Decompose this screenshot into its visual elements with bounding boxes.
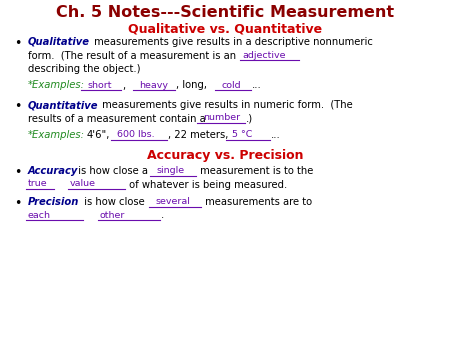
- Text: Qualitative: Qualitative: [28, 37, 90, 47]
- Text: is how close a: is how close a: [75, 166, 151, 176]
- Text: value: value: [70, 179, 96, 189]
- Text: *Examples:: *Examples:: [28, 80, 85, 91]
- Text: .): .): [246, 114, 253, 123]
- Text: Precision: Precision: [28, 197, 79, 207]
- Text: Ch. 5 Notes---Scientific Measurement: Ch. 5 Notes---Scientific Measurement: [56, 5, 394, 20]
- Text: ,: ,: [122, 80, 125, 91]
- Text: other: other: [100, 211, 126, 219]
- Text: 4'6",: 4'6",: [87, 130, 110, 140]
- Text: , long,: , long,: [176, 80, 207, 91]
- Text: heavy: heavy: [139, 80, 168, 90]
- Text: of whatever is being measured.: of whatever is being measured.: [126, 179, 287, 190]
- Text: measurements are to: measurements are to: [202, 197, 312, 207]
- Text: is how close: is how close: [81, 197, 148, 207]
- Text: 600 lbs.: 600 lbs.: [117, 130, 155, 139]
- Text: Quantitative: Quantitative: [28, 100, 99, 110]
- Text: ...: ...: [252, 80, 262, 91]
- Text: , 22 meters,: , 22 meters,: [168, 130, 228, 140]
- Text: short: short: [87, 80, 112, 90]
- Text: cold: cold: [221, 80, 241, 90]
- Text: measurement is to the: measurement is to the: [197, 166, 313, 176]
- Text: 5 °C: 5 °C: [232, 130, 252, 139]
- Text: •: •: [14, 166, 22, 179]
- Text: Accuracy vs. Precision: Accuracy vs. Precision: [147, 149, 303, 163]
- Text: •: •: [14, 197, 22, 210]
- Text: several: several: [155, 197, 190, 206]
- Text: form.  (The result of a measurement is an: form. (The result of a measurement is an: [28, 50, 239, 61]
- Text: results of a measurement contain a: results of a measurement contain a: [28, 114, 209, 123]
- Text: each: each: [28, 211, 51, 219]
- Text: adjective: adjective: [242, 50, 285, 59]
- Text: true: true: [28, 179, 48, 189]
- Text: •: •: [14, 37, 22, 50]
- Text: *Examples:: *Examples:: [28, 130, 85, 140]
- Text: •: •: [14, 100, 22, 113]
- Text: single: single: [156, 166, 184, 175]
- Text: measurements give results in numeric form.  (The: measurements give results in numeric for…: [99, 100, 353, 110]
- Text: .: .: [161, 211, 164, 220]
- Text: number: number: [203, 114, 240, 122]
- Text: Accuracy: Accuracy: [28, 166, 78, 176]
- Text: measurements give results in a descriptive nonnumeric: measurements give results in a descripti…: [91, 37, 373, 47]
- Text: Qualitative vs. Quantitative: Qualitative vs. Quantitative: [128, 22, 322, 35]
- Text: describing the object.): describing the object.): [28, 64, 140, 74]
- Text: ...: ...: [271, 130, 281, 140]
